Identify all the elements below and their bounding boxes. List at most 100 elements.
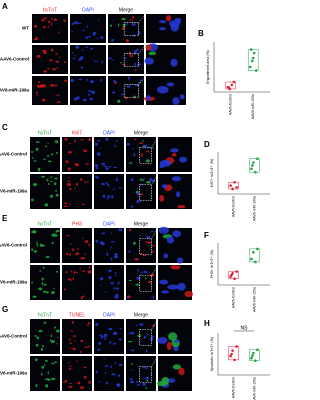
image-signal xyxy=(133,50,138,53)
image-signal xyxy=(39,243,43,247)
image-signal xyxy=(100,335,104,339)
data-point xyxy=(235,345,238,348)
zoom-guide xyxy=(151,355,159,367)
image-signal xyxy=(108,269,111,273)
image-signal xyxy=(130,332,135,335)
image-signal xyxy=(161,290,170,294)
image-signal xyxy=(110,39,114,42)
image-signal xyxy=(135,283,140,286)
image-tile xyxy=(70,14,106,43)
image-signal xyxy=(44,364,46,367)
image-signal xyxy=(118,187,123,189)
channel-header: hcTnT xyxy=(38,130,52,136)
image-signal xyxy=(96,152,101,156)
data-point xyxy=(230,273,233,277)
image-signal xyxy=(53,288,55,290)
image-signal xyxy=(132,34,136,37)
image-signal xyxy=(76,182,78,186)
image-signal xyxy=(98,381,101,383)
image-signal xyxy=(174,339,179,343)
group-label: AAV6-Control xyxy=(232,287,236,308)
image-signal xyxy=(79,257,81,260)
image-signal xyxy=(43,283,47,286)
image-signal xyxy=(150,337,154,341)
image-signal xyxy=(39,270,41,272)
image-signal xyxy=(63,202,68,204)
image-signal xyxy=(146,367,148,370)
image-signal xyxy=(47,68,50,70)
image-signal xyxy=(79,267,81,270)
zoom-box xyxy=(123,22,139,37)
image-signal xyxy=(143,335,146,339)
image-signal xyxy=(41,175,45,178)
image-signal xyxy=(74,139,76,143)
image-signal xyxy=(133,241,136,245)
image-signal xyxy=(69,338,71,341)
group-label: AAV6-miR-199a xyxy=(252,377,256,400)
image-signal xyxy=(69,342,72,345)
image-signal xyxy=(109,165,112,168)
image-signal xyxy=(166,236,175,244)
image-signal xyxy=(55,60,60,63)
image-signal xyxy=(50,194,53,198)
channel-header: DAPI xyxy=(103,221,115,227)
image-signal xyxy=(149,177,153,182)
group-label: AAV6-miR-199a xyxy=(252,196,256,221)
image-signal xyxy=(111,20,114,22)
image-signal xyxy=(38,330,43,333)
image-signal xyxy=(108,57,112,60)
image-signal xyxy=(53,84,58,87)
image-signal xyxy=(114,255,118,259)
image-signal xyxy=(103,333,108,337)
image-signal xyxy=(108,328,113,331)
image-signal xyxy=(81,203,86,205)
image-signal xyxy=(140,273,142,276)
image-signal xyxy=(151,245,156,247)
image-signal xyxy=(101,183,106,185)
image-signal xyxy=(47,20,51,23)
image-signal xyxy=(52,68,57,71)
image-signal xyxy=(67,278,71,281)
image-signal xyxy=(44,52,46,54)
data-point xyxy=(251,164,254,167)
image-signal xyxy=(37,81,40,84)
image-signal xyxy=(45,145,48,148)
image-signal xyxy=(146,150,150,153)
image-signal xyxy=(74,187,76,189)
y-axis-label: PH3+ hcTnT+ (%) xyxy=(210,250,214,278)
data-point xyxy=(256,348,259,352)
image-signal xyxy=(87,36,92,38)
image-signal xyxy=(114,271,117,274)
zoom-guide xyxy=(151,136,159,148)
image-signal xyxy=(118,363,123,367)
image-signal xyxy=(54,140,59,144)
image-signal xyxy=(170,148,179,153)
image-signal xyxy=(136,48,140,51)
image-signal xyxy=(128,250,131,253)
image-signal xyxy=(33,160,37,162)
image-signal xyxy=(55,229,60,232)
image-signal xyxy=(151,335,154,338)
image-signal xyxy=(42,266,45,269)
image-signal xyxy=(108,183,110,187)
image-signal xyxy=(69,383,73,384)
box xyxy=(228,346,239,361)
image-signal xyxy=(137,268,139,272)
image-signal xyxy=(70,330,74,332)
image-signal xyxy=(74,271,78,273)
image-signal xyxy=(134,69,137,72)
panel-letter: E xyxy=(2,214,8,223)
group-label: AAV6-Control xyxy=(232,196,236,217)
channel-header: PH3 xyxy=(72,221,82,227)
image-signal xyxy=(56,343,59,345)
image-signal xyxy=(63,61,66,64)
image-signal xyxy=(46,291,49,294)
image-signal xyxy=(118,228,123,232)
image-signal xyxy=(129,228,132,232)
image-signal xyxy=(68,361,70,364)
image-signal xyxy=(69,365,72,367)
data-point xyxy=(254,69,258,72)
image-signal xyxy=(150,230,154,233)
image-signal xyxy=(174,17,182,24)
image-tile xyxy=(32,14,68,43)
